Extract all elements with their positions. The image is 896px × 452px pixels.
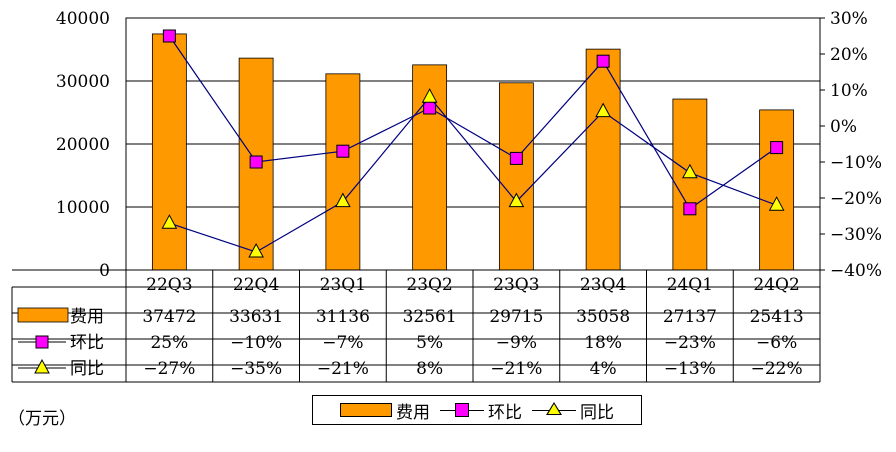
row-label: 同比 <box>70 359 104 379</box>
triangle-marker-icon <box>546 402 562 415</box>
y-left-tick-label: 40000 <box>56 9 110 29</box>
table-cell: −21% <box>490 359 542 379</box>
table-cell: 25% <box>150 333 188 353</box>
qoq-point <box>162 29 176 43</box>
legend-bar-label: 费用 <box>396 402 430 423</box>
y-right-tick-label: 20% <box>830 45 868 65</box>
yoy-point <box>595 102 611 118</box>
bar <box>151 33 187 271</box>
row-label: 环比 <box>70 333 104 353</box>
bar <box>585 48 621 271</box>
legend-yoy-label: 同比 <box>580 402 614 423</box>
qoq-point <box>336 144 350 158</box>
table-cell: −21% <box>317 359 369 379</box>
row-label: 费用 <box>70 307 104 327</box>
x-tick-label: 23Q3 <box>493 275 539 295</box>
square-marker-icon <box>455 403 469 417</box>
y-left-tick-label: 0 <box>99 261 110 281</box>
legend-item-yoy: 同比 <box>532 398 614 423</box>
row-key-bar <box>17 307 69 323</box>
yoy-point <box>682 163 698 179</box>
legend-bar-swatch <box>340 403 392 417</box>
table-cell: 5% <box>416 333 443 353</box>
yoy-point <box>508 192 525 208</box>
unit-label: （万元） <box>8 409 76 429</box>
table-cell: 4% <box>590 359 617 379</box>
table-cell: −9% <box>496 333 537 353</box>
x-tick-label: 22Q4 <box>233 275 279 295</box>
y-left-tick-label: 30000 <box>56 72 110 92</box>
row-key-triangle <box>34 358 50 374</box>
bar <box>325 73 361 271</box>
bar <box>672 98 708 271</box>
table-cell: −35% <box>230 359 282 379</box>
y-left-tick-label: 20000 <box>56 135 110 155</box>
x-tick-label: 23Q1 <box>320 275 366 295</box>
table-cell: 32561 <box>403 307 457 327</box>
qoq-point <box>770 141 784 155</box>
bar <box>498 82 534 271</box>
row-key-square <box>35 335 49 349</box>
yoy-line <box>169 96 777 253</box>
yoy-point <box>335 192 351 208</box>
gridlines <box>126 17 820 271</box>
qoq-point <box>423 101 437 115</box>
table-cell: 33631 <box>229 307 283 327</box>
table-cell: 8% <box>416 359 443 379</box>
table-cell: 27137 <box>663 307 717 327</box>
legend-item-qoq: 环比 <box>440 398 522 423</box>
table-cell: −10% <box>230 333 282 353</box>
bar-series <box>151 33 795 271</box>
y-right-tick-label: −40% <box>830 261 882 281</box>
x-tick-label: 23Q4 <box>580 275 626 295</box>
y-right-tick-label: 30% <box>830 9 868 29</box>
legend: 费用 环比 同比 <box>312 395 642 425</box>
data-table: 22Q3 22Q4 23Q1 23Q2 23Q3 23Q4 24Q1 24Q2 费用 37472 3… <box>11 269 821 383</box>
table-cell: −22% <box>751 359 803 379</box>
table-cell: 35058 <box>576 307 630 327</box>
x-tick-label: 24Q1 <box>667 275 713 295</box>
y-left-tick-label: 10000 <box>56 198 110 218</box>
qoq-line <box>168 35 777 210</box>
y-right-tick-label: 10% <box>830 81 868 101</box>
line-series <box>161 29 785 258</box>
table-cell: 25413 <box>750 307 804 327</box>
x-tick-label: 22Q3 <box>146 275 192 295</box>
qoq-point <box>596 54 610 68</box>
y-right-tick-label: 0% <box>830 117 857 137</box>
table-cell: −7% <box>322 333 363 353</box>
table-cell: 37472 <box>142 307 196 327</box>
table-cell: −6% <box>756 333 797 353</box>
axes: 0 10000 20000 30000 40000 −40% −30% −20% −10% 0% 1… <box>56 9 882 281</box>
yoy-point <box>768 196 785 211</box>
qoq-point <box>249 155 263 169</box>
y-right-tick-label: −30% <box>830 225 882 245</box>
yoy-point <box>161 214 178 229</box>
table-cell: 18% <box>584 333 622 353</box>
table-cell: −13% <box>664 359 716 379</box>
y-right-tick-label: −20% <box>830 189 882 209</box>
legend-yoy-line <box>532 402 576 418</box>
y-right-tick-label: −10% <box>830 153 882 173</box>
legend-qoq-label: 环比 <box>488 402 522 423</box>
table-cell: 31136 <box>316 307 370 327</box>
qoq-point <box>683 202 697 216</box>
legend-item-bar: 费用 <box>340 398 430 423</box>
table-cell: −23% <box>664 333 716 353</box>
x-tick-label: 23Q2 <box>406 275 452 295</box>
qoq-point <box>509 151 523 165</box>
legend-qoq-line <box>440 402 484 418</box>
x-tick-label: 24Q2 <box>753 275 799 295</box>
yoy-point <box>248 242 264 258</box>
bar <box>759 109 795 271</box>
yoy-point <box>421 88 438 103</box>
table-cell: 29715 <box>489 307 543 327</box>
table-cell: −27% <box>143 359 195 379</box>
